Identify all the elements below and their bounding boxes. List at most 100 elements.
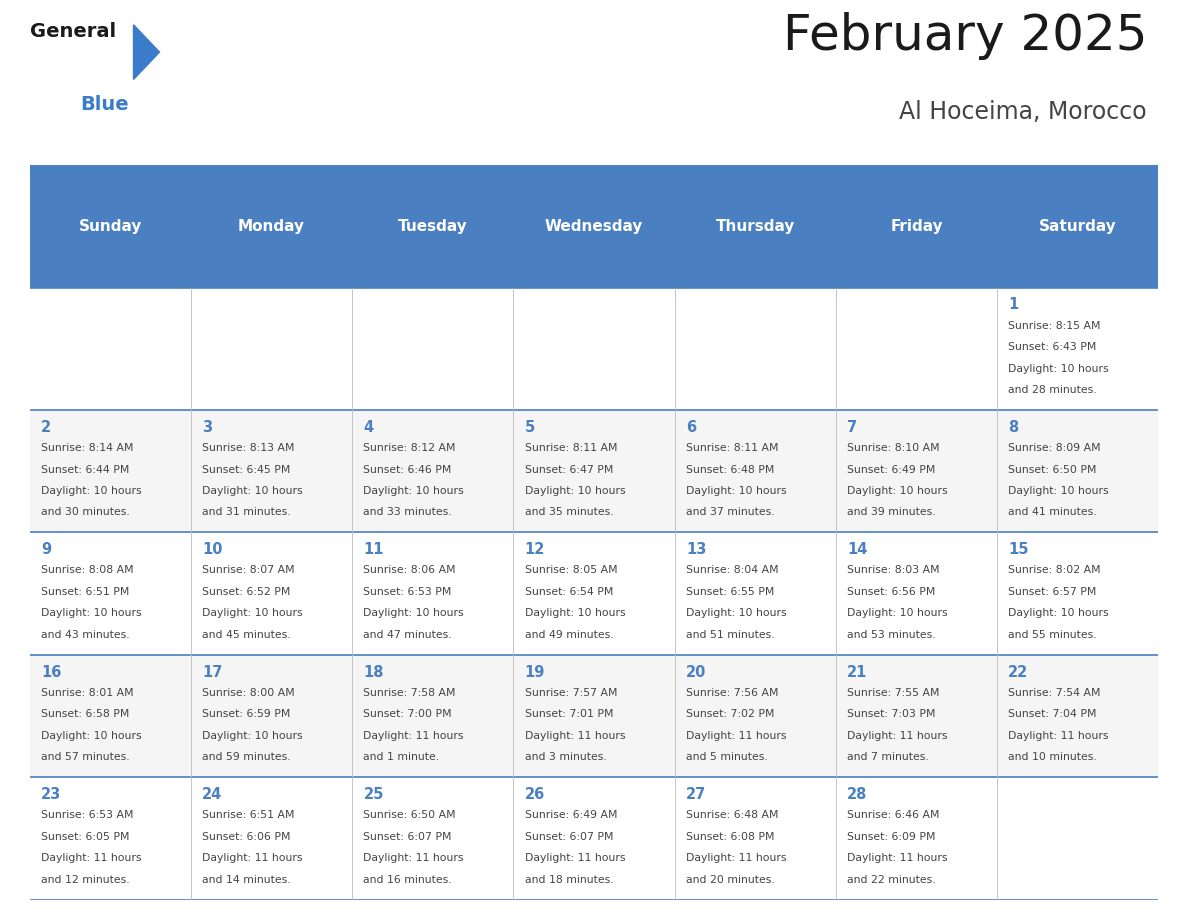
Text: 21: 21 xyxy=(847,665,867,679)
Text: Sunset: 6:58 PM: Sunset: 6:58 PM xyxy=(40,710,129,720)
Text: and 31 minutes.: and 31 minutes. xyxy=(202,508,291,518)
Bar xyxy=(30,655,1158,778)
Text: Sunset: 7:00 PM: Sunset: 7:00 PM xyxy=(364,710,453,720)
Text: Sunrise: 7:58 AM: Sunrise: 7:58 AM xyxy=(364,688,456,698)
Text: Al Hoceima, Morocco: Al Hoceima, Morocco xyxy=(899,100,1146,124)
Text: Daylight: 10 hours: Daylight: 10 hours xyxy=(685,609,786,619)
Text: Sunset: 7:01 PM: Sunset: 7:01 PM xyxy=(525,710,613,720)
Text: Sunrise: 6:51 AM: Sunrise: 6:51 AM xyxy=(202,811,295,821)
Text: Sunrise: 6:46 AM: Sunrise: 6:46 AM xyxy=(847,811,940,821)
Text: 27: 27 xyxy=(685,787,706,802)
Text: Sunrise: 8:11 AM: Sunrise: 8:11 AM xyxy=(525,443,618,453)
Text: 2: 2 xyxy=(40,420,51,435)
Text: Sunrise: 7:56 AM: Sunrise: 7:56 AM xyxy=(685,688,778,698)
Text: Monday: Monday xyxy=(238,218,305,234)
Text: Daylight: 11 hours: Daylight: 11 hours xyxy=(685,731,786,741)
Text: 18: 18 xyxy=(364,665,384,679)
Text: Sunrise: 8:14 AM: Sunrise: 8:14 AM xyxy=(40,443,133,453)
Text: Sunset: 6:55 PM: Sunset: 6:55 PM xyxy=(685,587,775,597)
Text: Daylight: 11 hours: Daylight: 11 hours xyxy=(525,853,625,863)
Text: Sunrise: 7:57 AM: Sunrise: 7:57 AM xyxy=(525,688,618,698)
Text: Sunrise: 8:10 AM: Sunrise: 8:10 AM xyxy=(847,443,940,453)
Text: Thursday: Thursday xyxy=(715,218,795,234)
Text: Sunrise: 6:50 AM: Sunrise: 6:50 AM xyxy=(364,811,456,821)
Bar xyxy=(30,410,1158,532)
Text: 19: 19 xyxy=(525,665,545,679)
Text: Sunrise: 8:03 AM: Sunrise: 8:03 AM xyxy=(847,565,940,576)
Bar xyxy=(30,287,1158,410)
Text: Daylight: 10 hours: Daylight: 10 hours xyxy=(202,486,303,496)
Text: Sunset: 6:54 PM: Sunset: 6:54 PM xyxy=(525,587,613,597)
Text: and 41 minutes.: and 41 minutes. xyxy=(1009,508,1097,518)
Text: Daylight: 10 hours: Daylight: 10 hours xyxy=(525,486,625,496)
Text: Sunrise: 8:04 AM: Sunrise: 8:04 AM xyxy=(685,565,778,576)
Text: Sunset: 7:02 PM: Sunset: 7:02 PM xyxy=(685,710,775,720)
Text: Sunrise: 8:07 AM: Sunrise: 8:07 AM xyxy=(202,565,295,576)
Text: 10: 10 xyxy=(202,543,222,557)
Text: Daylight: 10 hours: Daylight: 10 hours xyxy=(40,731,141,741)
Text: and 3 minutes.: and 3 minutes. xyxy=(525,752,606,762)
Text: Daylight: 10 hours: Daylight: 10 hours xyxy=(847,609,948,619)
Text: Sunset: 6:46 PM: Sunset: 6:46 PM xyxy=(364,465,451,475)
Text: Daylight: 11 hours: Daylight: 11 hours xyxy=(202,853,303,863)
Text: Daylight: 10 hours: Daylight: 10 hours xyxy=(1009,609,1108,619)
Text: 4: 4 xyxy=(364,420,373,435)
Text: Sunset: 6:07 PM: Sunset: 6:07 PM xyxy=(364,832,451,842)
Text: Daylight: 10 hours: Daylight: 10 hours xyxy=(40,486,141,496)
Text: Blue: Blue xyxy=(81,95,129,114)
Text: 7: 7 xyxy=(847,420,858,435)
Text: and 12 minutes.: and 12 minutes. xyxy=(40,875,129,885)
Text: Sunset: 6:56 PM: Sunset: 6:56 PM xyxy=(847,587,935,597)
Text: Sunrise: 8:01 AM: Sunrise: 8:01 AM xyxy=(40,688,133,698)
Text: 11: 11 xyxy=(364,543,384,557)
Text: 13: 13 xyxy=(685,543,707,557)
Text: Daylight: 11 hours: Daylight: 11 hours xyxy=(685,853,786,863)
Text: and 53 minutes.: and 53 minutes. xyxy=(847,630,936,640)
Text: Sunrise: 8:05 AM: Sunrise: 8:05 AM xyxy=(525,565,618,576)
Text: and 57 minutes.: and 57 minutes. xyxy=(40,752,129,762)
Text: and 14 minutes.: and 14 minutes. xyxy=(202,875,291,885)
Text: Sunset: 6:59 PM: Sunset: 6:59 PM xyxy=(202,710,291,720)
Text: and 43 minutes.: and 43 minutes. xyxy=(40,630,129,640)
Polygon shape xyxy=(133,25,159,79)
Text: Sunset: 6:52 PM: Sunset: 6:52 PM xyxy=(202,587,291,597)
Text: Sunrise: 8:09 AM: Sunrise: 8:09 AM xyxy=(1009,443,1101,453)
Text: Sunrise: 8:08 AM: Sunrise: 8:08 AM xyxy=(40,565,133,576)
Text: Daylight: 10 hours: Daylight: 10 hours xyxy=(202,731,303,741)
Bar xyxy=(30,532,1158,655)
Text: Sunrise: 6:53 AM: Sunrise: 6:53 AM xyxy=(40,811,133,821)
Text: 17: 17 xyxy=(202,665,222,679)
Text: Daylight: 10 hours: Daylight: 10 hours xyxy=(1009,486,1108,496)
Text: and 18 minutes.: and 18 minutes. xyxy=(525,875,613,885)
Text: Saturday: Saturday xyxy=(1038,218,1117,234)
Text: Sunset: 6:49 PM: Sunset: 6:49 PM xyxy=(847,465,935,475)
Text: February 2025: February 2025 xyxy=(783,12,1146,61)
Text: 24: 24 xyxy=(202,787,222,802)
Text: 16: 16 xyxy=(40,665,62,679)
Text: and 30 minutes.: and 30 minutes. xyxy=(40,508,129,518)
Text: and 10 minutes.: and 10 minutes. xyxy=(1009,752,1097,762)
Text: and 33 minutes.: and 33 minutes. xyxy=(364,508,453,518)
Text: Daylight: 11 hours: Daylight: 11 hours xyxy=(364,853,465,863)
Text: Daylight: 10 hours: Daylight: 10 hours xyxy=(847,486,948,496)
Text: Sunset: 6:50 PM: Sunset: 6:50 PM xyxy=(1009,465,1097,475)
Text: Sunrise: 8:12 AM: Sunrise: 8:12 AM xyxy=(364,443,456,453)
Text: Daylight: 11 hours: Daylight: 11 hours xyxy=(364,731,465,741)
Text: Sunset: 6:51 PM: Sunset: 6:51 PM xyxy=(40,587,129,597)
Text: 9: 9 xyxy=(40,543,51,557)
Text: and 22 minutes.: and 22 minutes. xyxy=(847,875,936,885)
Text: and 59 minutes.: and 59 minutes. xyxy=(202,752,291,762)
Text: Tuesday: Tuesday xyxy=(398,218,468,234)
Text: Sunset: 6:07 PM: Sunset: 6:07 PM xyxy=(525,832,613,842)
Text: and 16 minutes.: and 16 minutes. xyxy=(364,875,453,885)
Text: Sunset: 6:53 PM: Sunset: 6:53 PM xyxy=(364,587,451,597)
Text: 23: 23 xyxy=(40,787,62,802)
Text: Daylight: 10 hours: Daylight: 10 hours xyxy=(525,609,625,619)
Text: Sunset: 7:03 PM: Sunset: 7:03 PM xyxy=(847,710,936,720)
Text: Sunrise: 6:48 AM: Sunrise: 6:48 AM xyxy=(685,811,778,821)
Text: Sunset: 6:08 PM: Sunset: 6:08 PM xyxy=(685,832,775,842)
Text: Sunset: 6:47 PM: Sunset: 6:47 PM xyxy=(525,465,613,475)
Text: Sunset: 6:48 PM: Sunset: 6:48 PM xyxy=(685,465,775,475)
Text: Friday: Friday xyxy=(890,218,943,234)
Text: 25: 25 xyxy=(364,787,384,802)
